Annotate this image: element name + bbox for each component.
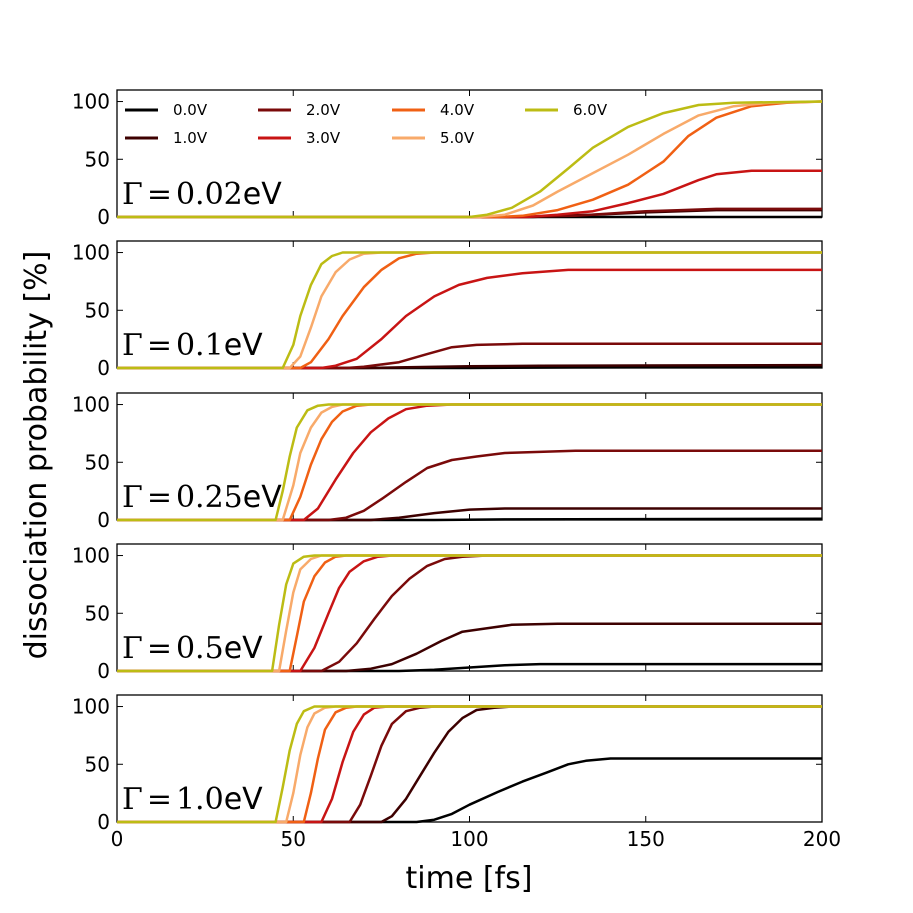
gamma-symbol: Γ (122, 328, 143, 363)
x-tick-label: 0 (111, 827, 124, 851)
y-tick-label: 0 (97, 205, 110, 229)
panel-1: 0 50 100 Γ = 0.02eV (72, 89, 823, 229)
y-tick-label: 50 (85, 601, 110, 625)
x-tick-label: 50 (281, 827, 306, 851)
gamma-unit: eV (224, 782, 263, 817)
gamma-symbol: Γ (122, 177, 143, 212)
legend: 0.0V 1.0V 2.0V 3.0V 4.0V 5.0V 6.0V (125, 101, 608, 147)
gamma-unit: eV (224, 631, 263, 666)
series-line-1-0V (117, 507, 822, 522)
gamma-value: 0.02 (176, 177, 243, 212)
legend-item-3-0V: 3.0V (258, 129, 341, 147)
gamma-equals: = (147, 177, 172, 212)
legend-label: 4.0V (440, 101, 475, 119)
gamma-unit: eV (243, 480, 282, 515)
y-tick-label: 50 (85, 450, 110, 474)
legend-label: 3.0V (306, 129, 341, 147)
panel-2: 0 50 100 Γ = 0.1eV (72, 240, 823, 380)
y-tick-label: 50 (85, 752, 110, 776)
gamma-equals: = (147, 631, 172, 666)
series-line-6-0V (117, 251, 822, 370)
y-tick-label: 50 (85, 147, 110, 171)
series-line-3-0V (117, 169, 822, 219)
gamma-unit: eV (224, 328, 263, 363)
legend-item-6-0V: 6.0V (525, 101, 608, 119)
panel-gamma-label: Γ = 0.1eV (122, 328, 263, 363)
series-line-6-0V (117, 554, 822, 673)
panel-gamma-label: Γ = 0.02eV (122, 177, 282, 212)
y-tick-label: 0 (97, 810, 110, 834)
panel-gamma-label: Γ = 0.25eV (122, 480, 282, 515)
series-line-4-0V (117, 100, 823, 219)
gamma-symbol: Γ (122, 631, 143, 666)
y-tick-label: 100 (72, 90, 110, 114)
legend-label: 6.0V (573, 101, 608, 119)
gamma-unit: eV (243, 177, 282, 212)
y-axis-label: dissociation probability [%] (19, 251, 54, 660)
gamma-equals: = (147, 480, 172, 515)
x-tick-label: 100 (450, 827, 488, 851)
x-axis-label: time [fs] (406, 861, 533, 896)
series-line-6-0V (117, 705, 822, 824)
legend-label: 0.0V (173, 101, 208, 119)
series-line-6-0V (117, 403, 822, 522)
panel-gamma-label: Γ = 0.5eV (122, 631, 263, 666)
series-line-2-0V (117, 342, 822, 370)
y-tick-label: 100 (72, 544, 110, 568)
series-line-6-0V (117, 100, 823, 219)
x-tick-label: 150 (627, 827, 665, 851)
series-line-5-0V (117, 100, 823, 219)
legend-item-1-0V: 1.0V (125, 129, 208, 147)
legend-item-4-0V: 4.0V (392, 101, 475, 119)
y-tick-label: 0 (97, 508, 110, 532)
y-tick-label: 0 (97, 659, 110, 683)
series-line-2-0V (117, 449, 822, 522)
gamma-value: 0.25 (176, 480, 243, 515)
panel-5: 0 50 100 0 50 100 150 200 Γ = 1.0eV (72, 694, 841, 851)
legend-label: 1.0V (173, 129, 208, 147)
gamma-equals: = (147, 782, 172, 817)
y-tick-label: 100 (72, 241, 110, 265)
series-line-1-0V (117, 622, 822, 673)
y-tick-label: 0 (97, 356, 110, 380)
legend-item-2-0V: 2.0V (258, 101, 341, 119)
gamma-value: 0.1 (176, 328, 224, 363)
x-tick-label: 200 (803, 827, 841, 851)
gamma-value: 1.0 (176, 782, 224, 817)
series-line-0-0V (117, 662, 822, 673)
y-tick-label: 100 (72, 393, 110, 417)
panel-4: 0 50 100 Γ = 0.5eV (72, 543, 823, 683)
legend-label: 5.0V (440, 129, 475, 147)
y-tick-label: 100 (72, 695, 110, 719)
panel-3: 0 50 100 Γ = 0.25eV (72, 392, 823, 532)
y-tick-label: 50 (85, 298, 110, 322)
legend-item-0-0V: 0.0V (125, 101, 208, 119)
gamma-symbol: Γ (122, 480, 143, 515)
series-line-0-0V (117, 757, 822, 824)
panel-gamma-label: Γ = 1.0eV (122, 782, 263, 817)
legend-item-5-0V: 5.0V (392, 129, 475, 147)
legend-label: 2.0V (306, 101, 341, 119)
gamma-symbol: Γ (122, 782, 143, 817)
gamma-value: 0.5 (176, 631, 224, 666)
gamma-equals: = (147, 328, 172, 363)
series-line-3-0V (117, 268, 822, 370)
